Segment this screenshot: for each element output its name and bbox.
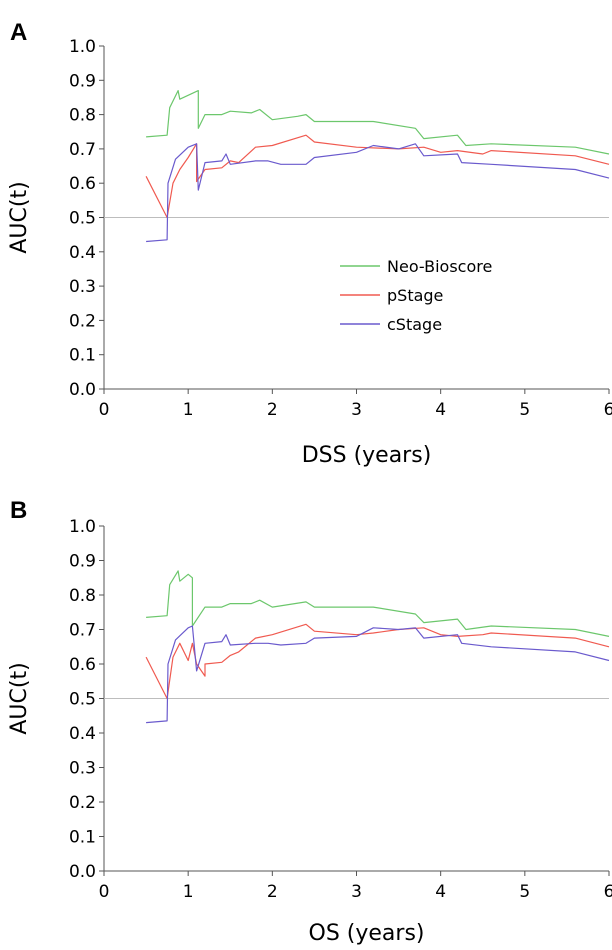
series-line-neo-bioscore [146,570,610,637]
y-tick-label: 0.0 [69,380,96,400]
x-axis-title: OS (years) [309,921,425,946]
y-tick-label: 0.6 [69,655,96,675]
y-tick-label: 0.1 [69,828,96,848]
legend-label: cStage [387,315,442,334]
x-tick-label: 0 [99,400,110,420]
series-line-neo-bioscore [146,89,610,155]
x-tick-label: 2 [267,882,278,902]
x-tick-label: 4 [435,400,446,420]
y-tick-label: 0.2 [69,793,96,813]
series-line-cstage [146,625,610,724]
y-tick-label: 0.8 [69,586,96,606]
x-tick-label: 3 [351,882,362,902]
y-tick-label: 0.4 [69,243,96,263]
y-tick-label: 0.7 [69,140,96,160]
y-tick-label: 0.8 [69,106,96,126]
legend-label: Neo-Bioscore [387,257,492,276]
y-tick-label: 0.7 [69,621,96,641]
panel-label: A [10,19,27,46]
x-tick-label: 6 [604,400,612,420]
y-tick-label: 0.5 [69,209,96,229]
y-tick-label: 0.9 [69,71,96,91]
y-tick-label: 0.3 [69,759,96,779]
y-tick-label: 0.4 [69,724,96,744]
series-line-pstage [145,623,610,700]
series-line-cstage [146,143,610,243]
y-axis-title: AUC(t) [7,662,32,734]
x-tick-label: 1 [183,400,194,420]
y-tick-label: 0.3 [69,277,96,297]
y-tick-label: 0.5 [69,690,96,710]
x-tick-label: 5 [519,400,530,420]
y-tick-label: 0.1 [69,346,96,366]
series-line-pstage [145,134,610,219]
x-tick-label: 4 [435,882,446,902]
y-tick-label: 0.6 [69,174,96,194]
chart-panel-b: B 0.0 0.1 0.2 0.3 0.4 0.5 0.6 0.7 0.8 0.9 1.0 0 1 2 3 4 5… [7,497,612,946]
y-tick-label: 1.0 [69,37,96,57]
panel-label: B [10,497,27,524]
y-tick-label: 0.2 [69,311,96,331]
y-tick-label: 0.9 [69,552,96,572]
y-axis-title: AUC(t) [7,181,32,253]
x-tick-label: 3 [351,400,362,420]
x-tick-label: 6 [604,882,612,902]
x-tick-label: 0 [99,882,110,902]
legend: Neo-Bioscore pStage cStage [340,257,492,334]
legend-label: pStage [387,286,443,305]
y-tick-label: 1.0 [69,517,96,537]
x-tick-label: 2 [267,400,278,420]
y-tick-label: 0.0 [69,862,96,882]
chart-panel-a: A 0.0 0.1 0.2 0.3 0.4 0.5 0.6 0.7 0.8 0.9 1.0 0 1 2 3 4 5… [7,19,612,468]
x-tick-label: 5 [519,882,530,902]
x-tick-label: 1 [183,882,194,902]
x-axis-title: DSS (years) [302,443,432,468]
